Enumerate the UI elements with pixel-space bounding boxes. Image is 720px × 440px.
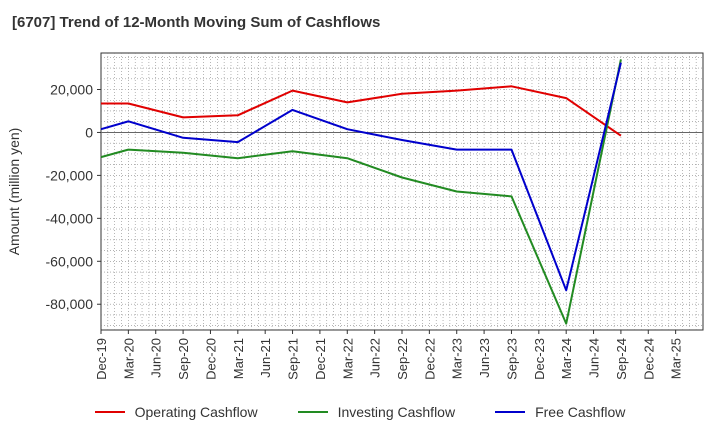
x-tick-label: Dec-24 <box>641 338 656 380</box>
x-tick-label: Jun-22 <box>368 338 383 378</box>
chart-title: [6707] Trend of 12-Month Moving Sum of C… <box>12 14 381 31</box>
y-tick-label: -20,000 <box>46 167 94 183</box>
y-tick-label: 0 <box>85 124 93 140</box>
x-tick-label: Dec-19 <box>94 338 109 380</box>
x-tick-label: Sep-20 <box>176 338 191 380</box>
x-tick-label: Mar-21 <box>231 338 246 379</box>
y-tick-label: 20,000 <box>50 82 93 98</box>
series-line-free-cashflow <box>100 62 622 292</box>
legend-label: Free Cashflow <box>535 404 626 420</box>
legend-label: Operating Cashflow <box>134 404 258 420</box>
y-axis-label: Amount (million yen) <box>6 128 22 256</box>
legend-swatch <box>495 411 526 413</box>
x-tick-label: Dec-23 <box>532 338 547 380</box>
x-tick-label: Dec-21 <box>313 338 328 380</box>
x-tick-label: Dec-20 <box>203 338 218 380</box>
legend-item: Free Cashflow <box>495 404 625 420</box>
x-tick-label: Sep-21 <box>286 338 301 380</box>
x-tick-label: Jun-21 <box>258 338 273 378</box>
legend-item: Investing Cashflow <box>297 404 456 420</box>
series-line-investing-cashflow <box>100 59 622 325</box>
x-tick-label: Dec-22 <box>422 338 437 380</box>
x-tick-label: Jun-23 <box>477 338 492 378</box>
x-tick-label: Sep-23 <box>504 338 519 380</box>
series-line-operating-cashflow <box>101 85 622 137</box>
x-tick-label: Mar-22 <box>340 338 355 379</box>
x-tick-label: Jun-20 <box>149 338 164 378</box>
legend-swatch <box>94 411 125 413</box>
x-tick-label: Mar-20 <box>121 338 136 379</box>
x-tick-label: Mar-25 <box>669 338 684 379</box>
y-tick-label: -60,000 <box>46 253 94 269</box>
x-tick-label: Mar-24 <box>559 338 574 379</box>
x-tick-label: Jun-24 <box>587 338 602 378</box>
legend-item: Operating Cashflow <box>94 404 258 420</box>
x-tick-label: Mar-23 <box>450 338 465 379</box>
x-tick-label: Sep-22 <box>395 338 410 380</box>
chart-legend: Operating Cashflow Investing Cashflow Free… <box>0 404 720 420</box>
y-tick-label: -40,000 <box>46 210 94 226</box>
legend-swatch <box>297 411 328 413</box>
y-tick-label: -80,000 <box>46 296 94 312</box>
x-tick-label: Sep-24 <box>614 338 629 380</box>
legend-label: Investing Cashflow <box>337 404 456 420</box>
